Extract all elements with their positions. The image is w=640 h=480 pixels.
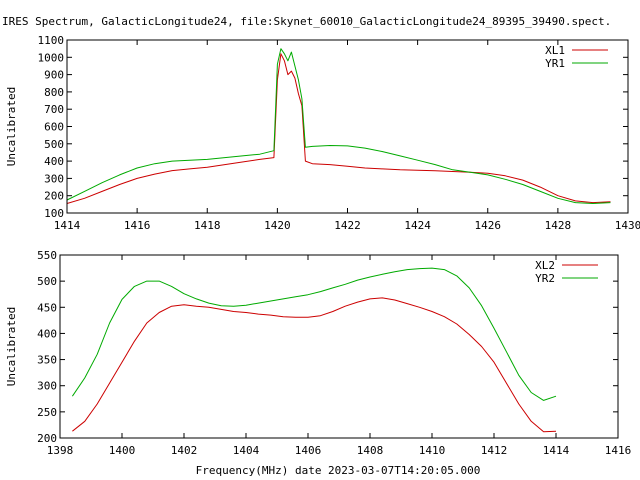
x-tick-label: 1406 — [295, 444, 322, 457]
bottom-panel: 1398 1400 1402 1404 1406 1408 1410 1412 1414 1416… — [5, 249, 631, 457]
x-tick-label: 1414 — [54, 219, 81, 232]
y-tick-label: 300 — [44, 172, 64, 185]
x-tick-label: 1408 — [357, 444, 384, 457]
y-tick-label: 1000 — [38, 51, 65, 64]
y-tick-label: 350 — [37, 354, 57, 367]
y-tick-label: 100 — [44, 207, 64, 220]
x-tick-label: 1412 — [481, 444, 508, 457]
y-tick-label: 450 — [37, 301, 57, 314]
y-tick-label: 250 — [37, 406, 57, 419]
y-tick-label: 300 — [37, 380, 57, 393]
x-tick-label: 1424 — [404, 219, 431, 232]
x-tick-label: 1418 — [194, 219, 221, 232]
y-tick-label: 400 — [37, 327, 57, 340]
legend-label-yr1: YR1 — [545, 57, 565, 70]
top-panel: 1414 1416 1418 1420 1422 1424 1426 1428 1430 100 2… — [5, 34, 640, 232]
bottom-x-axis-label: Frequency(MHz) date 2023-03-07T14:20:05.… — [196, 464, 481, 477]
x-tick-label: 1400 — [109, 444, 136, 457]
x-tick-label: 1404 — [233, 444, 260, 457]
x-tick-label: 1422 — [334, 219, 361, 232]
x-tick-label: 1398 — [47, 444, 74, 457]
legend-label-xl1: XL1 — [545, 44, 565, 57]
x-tick-label: 1414 — [543, 444, 570, 457]
series-xl1-line — [66, 53, 611, 204]
series-yr2-line — [71, 267, 557, 401]
y-tick-label: 400 — [44, 155, 64, 168]
y-tick-label: 200 — [44, 190, 64, 203]
x-tick-label: 1428 — [545, 219, 572, 232]
series-xl2-line — [72, 297, 557, 433]
y-tick-label: 800 — [44, 86, 64, 99]
x-tick-label: 1402 — [171, 444, 198, 457]
y-tick-label: 200 — [37, 432, 57, 445]
plot-frame — [66, 39, 629, 214]
legend-label-yr2: YR2 — [535, 272, 555, 285]
series-yr1-line — [66, 48, 611, 204]
y-tick-label: 600 — [44, 121, 64, 134]
legend-label-xl2: XL2 — [535, 259, 555, 272]
x-tick-label: 1420 — [264, 219, 291, 232]
x-tick-label: 1416 — [124, 219, 151, 232]
y-tick-label: 900 — [44, 69, 64, 82]
y-tick-label: 500 — [44, 138, 64, 151]
x-tick-label: 1426 — [475, 219, 502, 232]
x-tick-label: 1430 — [615, 219, 640, 232]
x-tick-label: 1410 — [419, 444, 446, 457]
x-tick-label: 1416 — [605, 444, 632, 457]
chart-title: IRES Spectrum, GalacticLongitude24, file… — [2, 15, 611, 28]
y-tick-label: 550 — [37, 249, 57, 262]
y-axis-label: Uncalibrated — [5, 307, 18, 386]
y-tick-label: 700 — [44, 103, 64, 116]
y-tick-label: 1100 — [38, 34, 65, 47]
y-axis-label: Uncalibrated — [5, 87, 18, 166]
y-tick-label: 500 — [37, 275, 57, 288]
plot-frame — [59, 254, 619, 439]
